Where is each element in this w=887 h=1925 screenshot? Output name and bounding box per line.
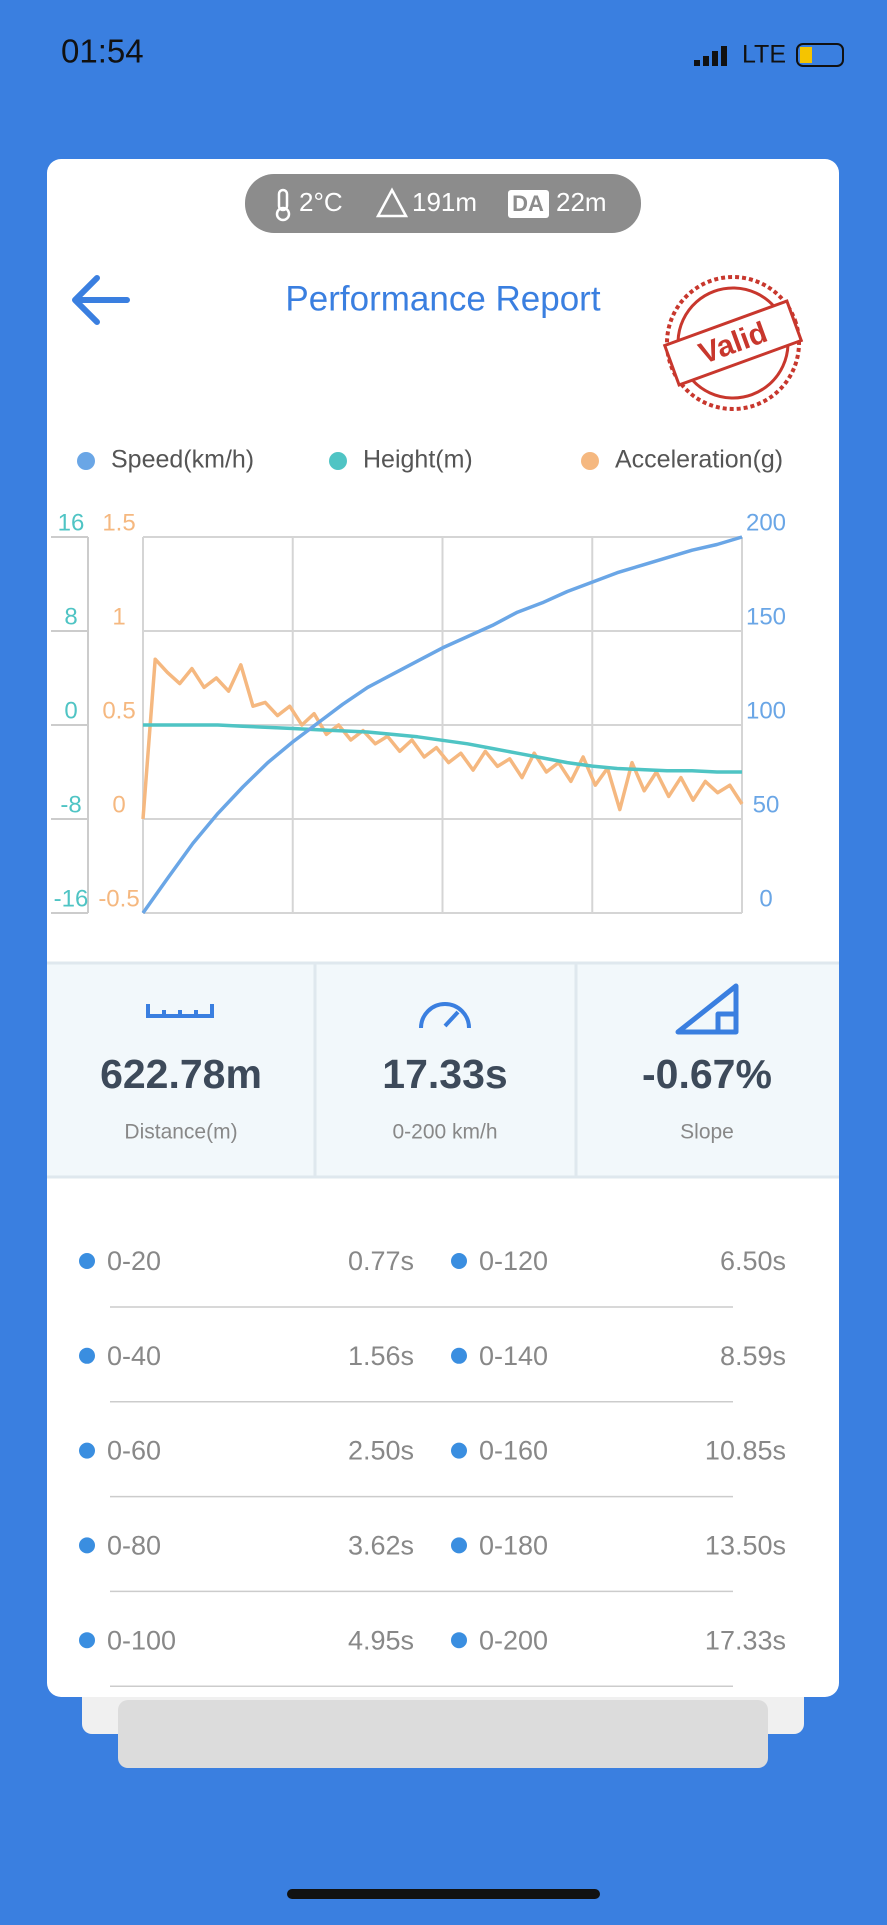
split-range: 0-140 — [479, 1341, 548, 1371]
mountain-icon — [375, 187, 409, 218]
clock: 01:54 — [61, 33, 144, 70]
legend-label: Acceleration(g) — [615, 446, 783, 474]
y-tick-label: 0 — [64, 697, 77, 724]
split-dot — [451, 1537, 467, 1554]
split-dot — [451, 1442, 467, 1459]
split-dot — [79, 1253, 95, 1269]
split-range: 0-60 — [107, 1436, 161, 1466]
series-line — [141, 657, 744, 820]
series-line — [143, 723, 742, 774]
conditions-pill — [245, 174, 641, 233]
title: Performance Report — [285, 279, 600, 318]
y2-tick-label: 50 — [753, 791, 780, 818]
split-time: 3.62s — [348, 1531, 414, 1561]
split-dot — [451, 1347, 467, 1364]
legend-label: Speed(km/h) — [111, 446, 254, 474]
da-badge — [508, 190, 549, 218]
y3-tick-label: 1.5 — [102, 509, 135, 536]
split-range: 0-180 — [479, 1531, 548, 1561]
split-time: 10.85s — [705, 1436, 786, 1466]
card — [47, 159, 839, 1697]
split-time: 1.56s — [348, 1341, 414, 1371]
split-dot — [79, 1347, 95, 1364]
card-shadow — [118, 1700, 768, 1768]
y2-tick-label: 200 — [746, 509, 786, 536]
stat-value: -0.67% — [642, 1051, 772, 1097]
home-indicator — [287, 1889, 600, 1899]
split-range: 0-20 — [107, 1246, 161, 1276]
legend-marker — [329, 452, 347, 470]
y-tick-label: 8 — [64, 603, 77, 630]
y-tick-label: 16 — [58, 509, 85, 536]
split-dot — [79, 1537, 95, 1554]
network: LTE — [742, 41, 786, 69]
y2-tick-label: 150 — [746, 603, 786, 630]
battery-level — [800, 47, 812, 63]
split-range: 0-200 — [479, 1625, 548, 1655]
split-time: 0.77s — [348, 1246, 414, 1276]
split-dot — [79, 1442, 95, 1459]
split-time: 13.50s — [705, 1531, 786, 1561]
stat-value: 17.33s — [382, 1051, 507, 1097]
split-time: 6.50s — [720, 1246, 786, 1276]
stat-label: Distance(m) — [124, 1121, 237, 1144]
stats-panel — [47, 964, 839, 1176]
y3-tick-label: 1 — [112, 603, 125, 630]
split-dot — [451, 1632, 467, 1649]
stats: 622.78m Distance(m) 17.33s 0-200 km/h -0.67%… — [100, 1051, 772, 1144]
split-range: 0-40 — [107, 1341, 161, 1371]
thermometer-icon — [275, 188, 291, 222]
split-dot — [79, 1632, 95, 1649]
series-line — [141, 535, 743, 915]
legend-marker — [77, 452, 95, 470]
temperature: 2°C — [299, 187, 343, 217]
y3-tick-label: 0.5 — [102, 697, 135, 724]
distance-icon — [146, 1004, 214, 1018]
split-time: 2.50s — [348, 1436, 414, 1466]
legend-marker — [581, 452, 599, 470]
split-time: 8.59s — [720, 1341, 786, 1371]
density-altitude: 22m — [556, 187, 607, 217]
y-tick-label: -8 — [60, 791, 81, 818]
splits: 0-20 0.77s 0-40 1.56s 0-60 2.50s 0-80 3.62s 0-10… — [79, 1246, 786, 1687]
split-range: 0-120 — [479, 1246, 548, 1276]
y3-tick-label: -0.5 — [98, 885, 139, 912]
legend-label: Height(m) — [363, 446, 473, 474]
slope-icon — [675, 983, 739, 1035]
y2-tick-label: 0 — [759, 885, 772, 912]
chart: Speed(km/h) Height(m) Acceleration(g) -16 -8… — [51, 446, 786, 915]
y-tick-label: -16 — [54, 885, 89, 912]
stat-label: Slope — [680, 1121, 734, 1144]
split-time: 17.33s — [705, 1625, 786, 1655]
battery — [796, 43, 844, 67]
split-range: 0-160 — [479, 1436, 548, 1466]
y3-tick-label: 0 — [112, 791, 125, 818]
back-button[interactable] — [72, 275, 130, 325]
stat-value: 622.78m — [100, 1051, 262, 1097]
altitude: 191m — [412, 187, 477, 217]
split-dot — [451, 1253, 467, 1269]
y2-tick-label: 100 — [746, 697, 786, 724]
speedometer-icon — [419, 1002, 471, 1029]
stat-label: 0-200 km/h — [392, 1121, 497, 1144]
split-time: 4.95s — [348, 1625, 414, 1655]
split-range: 0-80 — [107, 1531, 161, 1561]
split-range: 0-100 — [107, 1625, 176, 1655]
da-label: DA — [512, 191, 544, 216]
signal — [694, 46, 727, 66]
